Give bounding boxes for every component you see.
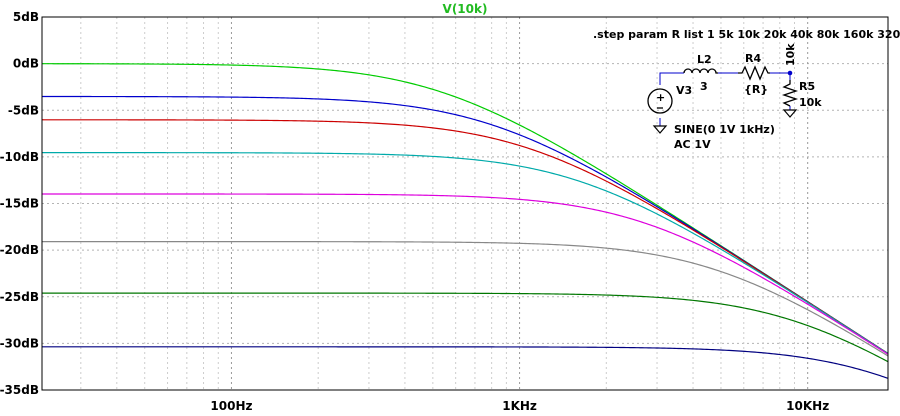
inductor-name: L2	[697, 53, 712, 66]
source-plus: +	[656, 91, 665, 104]
curves	[41, 63, 889, 379]
grid	[42, 16, 888, 391]
source-spec: SINE(0 1V 1kHz)	[674, 123, 775, 136]
x-tick-label: 1KHz	[502, 399, 537, 413]
y-tick-label: -25dB	[0, 290, 39, 304]
y-tick-label: 0dB	[13, 57, 39, 71]
series-line	[42, 346, 889, 379]
node-dot	[787, 70, 793, 76]
y-tick-labels: 5dB 0dB -5dB -10dB -15dB -20dB -25dB -30dB -35dB	[0, 10, 39, 397]
source-ground-symbol	[652, 125, 668, 134]
load-resistor-name: R5	[799, 80, 815, 93]
load-ground-symbol	[782, 109, 798, 118]
wire-top-left	[659, 72, 684, 85]
inductor-value: 3	[700, 80, 708, 93]
series-line	[42, 240, 889, 357]
series-line	[42, 292, 889, 363]
plot-frame	[41, 16, 889, 391]
x-tick-labels: 100Hz 1KHz 10KHz	[210, 399, 829, 413]
y-tick-label: -30dB	[0, 336, 39, 350]
y-tick-label: -5dB	[8, 103, 39, 117]
voltage-source-symbol	[647, 88, 673, 114]
chart-title: V(10k)	[443, 2, 488, 16]
x-tick-label: 10KHz	[786, 399, 829, 413]
y-tick-label: -20dB	[0, 243, 39, 257]
resistor-symbol	[738, 65, 770, 81]
inductor-symbol	[683, 68, 718, 74]
schematic: .step param R list 1 5k 10k 20k 40k 80k …	[593, 28, 900, 151]
resistor-value: {R}	[744, 83, 768, 96]
y-tick-label: -10dB	[0, 150, 39, 164]
source-name: V3	[676, 84, 692, 97]
y-tick-label: 5dB	[13, 10, 39, 24]
series-line	[42, 152, 889, 355]
x-tick-label: 100Hz	[210, 399, 252, 413]
load-resistor-symbol	[781, 80, 799, 107]
series-line	[41, 119, 889, 355]
y-tick-label: -15dB	[0, 197, 39, 211]
resistor-name: R4	[745, 52, 761, 65]
load-resistor-value: 10k	[799, 96, 822, 109]
step-directive: .step param R list 1 5k 10k 20k 40k 80k …	[593, 28, 900, 41]
source-ac: AC 1V	[674, 138, 711, 151]
y-tick-label: -35dB	[0, 383, 39, 397]
node-label: 10k	[784, 43, 797, 66]
series-line	[42, 193, 889, 355]
